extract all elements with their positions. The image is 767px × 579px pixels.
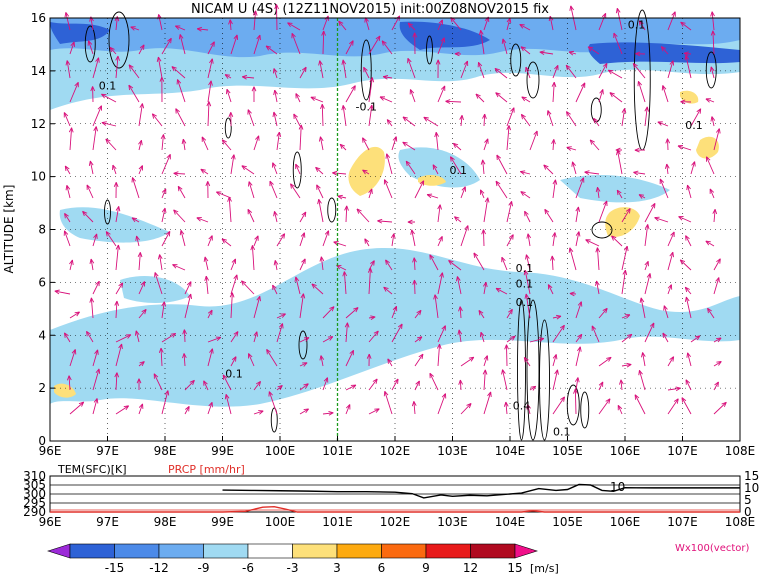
colorbar-segment: [115, 544, 160, 558]
prcp-legend-label: PRCP [mm/hr]: [168, 463, 245, 476]
colorbar-label: 9: [422, 561, 430, 575]
surface-x-tick-label: 108E: [725, 515, 756, 529]
colorbar-segment: [471, 544, 516, 558]
contour-label: 0.1: [450, 164, 468, 177]
surface-annotation: 10: [610, 480, 625, 494]
x-tick-label: 97E: [96, 444, 119, 458]
colorbar-segment: [515, 544, 537, 558]
y-tick-label: 16: [31, 11, 46, 25]
surface-x-tick-label: 96E: [39, 515, 62, 529]
contour-label: 0.1: [99, 79, 117, 92]
surface-panel: TEM(SFC)[K] PRCP [mm/hr] 10 290295300305…: [23, 463, 759, 529]
x-tick-label: 102E: [380, 444, 411, 458]
colorbar: -15 -12 -9 -6 -3 3 6 9 12 15 [m/s] Wx100(vector): [48, 543, 750, 575]
colorbar-segment: [382, 544, 427, 558]
y-axis-label: ALTITUDE [km]: [2, 185, 16, 274]
y-tick-label: 2: [38, 381, 46, 395]
colorbar-label: 6: [378, 561, 386, 575]
surface-x-tick-label: 100E: [265, 515, 296, 529]
y-tick-label: 4: [38, 328, 46, 342]
contour-label: 0.4: [513, 399, 531, 412]
x-tick-label: 106E: [610, 444, 641, 458]
x-tick-label: 108E: [725, 444, 756, 458]
surface-x-tick-label: 101E: [322, 515, 353, 529]
chart-title: NICAM U (4S) (12Z11NOV2015) init:00Z08NO…: [191, 2, 549, 17]
wind-arrow: [506, 345, 507, 366]
surface-x-tick-label: 103E: [437, 515, 468, 529]
x-tick-label: 99E: [211, 444, 234, 458]
surface-right-tick: 15: [744, 469, 759, 483]
contour-label: 0.1: [225, 368, 243, 381]
surface-x-tick-label: 105E: [552, 515, 583, 529]
surface-x-tick-label: 102E: [380, 515, 411, 529]
colorbar-segment: [248, 544, 293, 558]
surface-gridlines: [50, 485, 740, 510]
surface-left-tick: 310: [23, 469, 46, 483]
x-tick-label: 107E: [667, 444, 698, 458]
contour-label: -0.1: [356, 101, 377, 114]
contour-label: 0.1: [628, 19, 646, 32]
colorbar-label: 12: [463, 561, 478, 575]
wind-arrow: [483, 230, 484, 246]
colorbar-segment: [293, 544, 338, 558]
colorbar-label: 3: [333, 561, 341, 575]
y-tick-label: 0: [38, 434, 46, 448]
x-tick-label: 101E: [322, 444, 353, 458]
x-tick-label: 103E: [437, 444, 468, 458]
colorbar-unit: [m/s]: [530, 562, 559, 575]
temp-legend-label: TEM(SFC)[K]: [57, 463, 127, 476]
colorbar-label: -3: [287, 561, 299, 575]
contour-label: 0.1: [685, 119, 703, 132]
surface-right-tick: 10: [744, 481, 759, 495]
y-tick-label: 12: [31, 117, 46, 131]
surface-x-tick-label: 98E: [154, 515, 177, 529]
colorbar-label: -12: [149, 561, 169, 575]
contour-label: 0.1: [516, 278, 534, 291]
surface-x-tick-label: 99E: [211, 515, 234, 529]
y-tick-label: 14: [31, 64, 46, 78]
precip-line: [50, 507, 740, 512]
surface-x-tick-label: 106E: [610, 515, 641, 529]
temperature-line: [223, 484, 741, 498]
surface-x-axis: 96E 97E 98E 99E 100E 101E 102E 103E 104E 105E 106E…: [39, 515, 756, 529]
y-tick-label: 6: [38, 275, 46, 289]
x-tick-label: 104E: [495, 444, 526, 458]
contour-label: 0.1: [516, 262, 534, 275]
colorbar-label: -9: [198, 561, 210, 575]
contour-label: 0.1: [516, 296, 534, 309]
x-tick-label: 100E: [265, 444, 296, 458]
colorbar-segment: [337, 544, 382, 558]
surface-x-tick-label: 107E: [667, 515, 698, 529]
x-tick-label: 105E: [552, 444, 583, 458]
y-tick-label: 10: [31, 170, 46, 184]
colorbar-label: -15: [105, 561, 125, 575]
colorbar-segment: [70, 544, 115, 558]
colorbar-segment: [48, 544, 70, 558]
surface-right-tick: 5: [744, 493, 752, 507]
vector-legend-label: Wx100(vector): [675, 543, 750, 554]
colorbar-segment: [426, 544, 471, 558]
colorbar-label: 15: [507, 561, 522, 575]
surface-x-tick-label: 97E: [96, 515, 119, 529]
wind-arrow: [414, 280, 415, 294]
y-tick-label: 8: [38, 223, 46, 237]
colorbar-segment: [159, 544, 204, 558]
surface-x-tick-label: 104E: [495, 515, 526, 529]
colorbar-segment: [204, 544, 249, 558]
x-tick-label: 98E: [154, 444, 177, 458]
colorbar-label: -6: [242, 561, 254, 575]
